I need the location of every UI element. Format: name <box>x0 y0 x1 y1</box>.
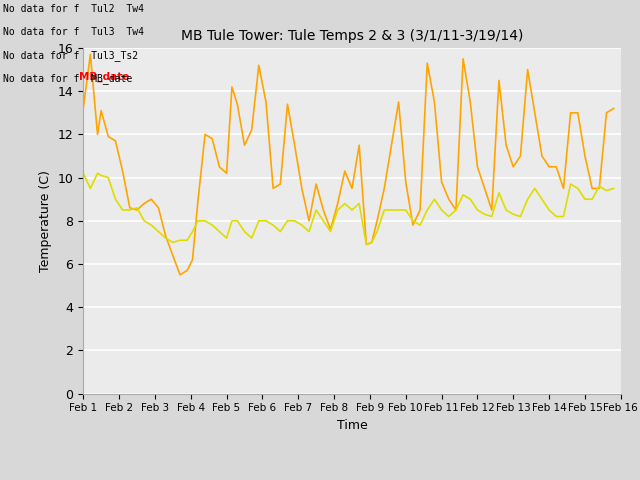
X-axis label: Time: Time <box>337 419 367 432</box>
Text: No data for f  MB_date: No data for f MB_date <box>3 73 132 84</box>
Y-axis label: Temperature (C): Temperature (C) <box>39 170 52 272</box>
Text: No data for f  Tul3_Ts2: No data for f Tul3_Ts2 <box>3 50 138 61</box>
Text: No data for f  Tul3  Tw4: No data for f Tul3 Tw4 <box>3 27 144 37</box>
Text: MB_date: MB_date <box>79 72 129 83</box>
Legend: Tul2_Ts-2, Tul2_Ts-8: Tul2_Ts-2, Tul2_Ts-8 <box>241 475 463 480</box>
Text: No data for f  Tul2  Tw4: No data for f Tul2 Tw4 <box>3 4 144 14</box>
Title: MB Tule Tower: Tule Temps 2 & 3 (3/1/11-3/19/14): MB Tule Tower: Tule Temps 2 & 3 (3/1/11-… <box>181 29 523 43</box>
